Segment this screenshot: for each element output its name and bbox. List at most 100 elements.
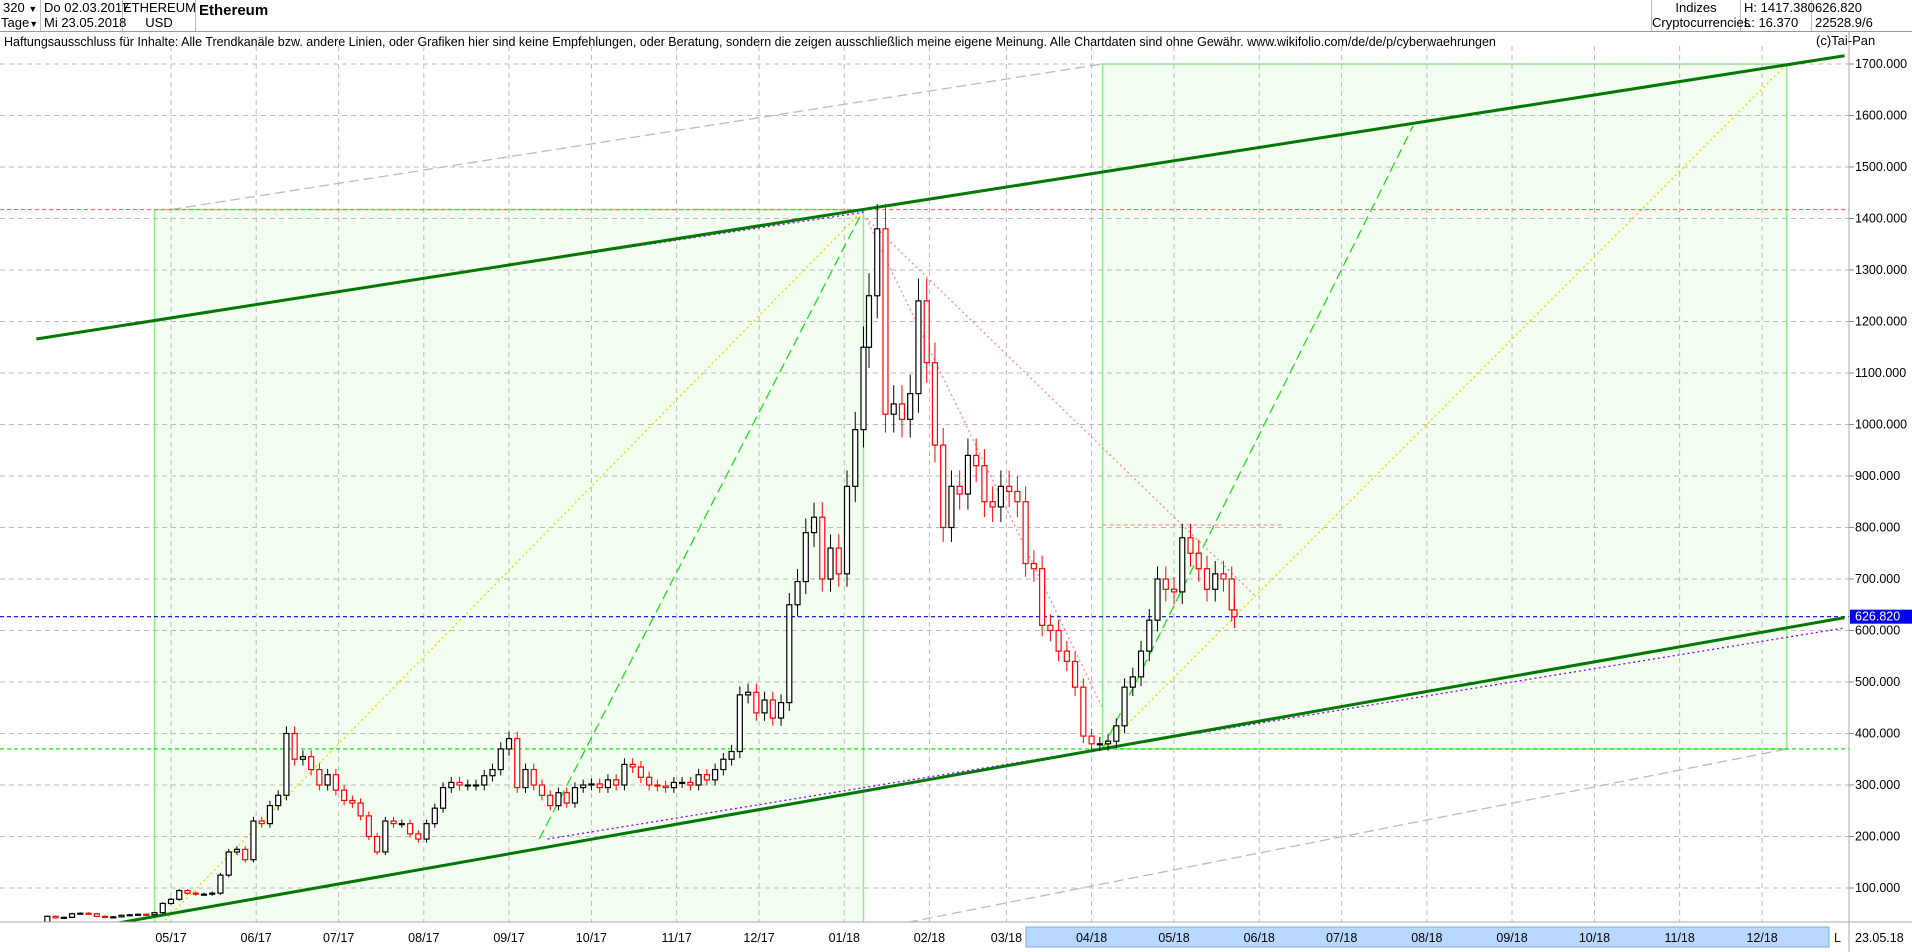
period-unit-dropdown[interactable]: Tage▼ <box>1 15 38 32</box>
dotted-trend-line <box>1102 63 1788 750</box>
period-value-dropdown[interactable]: 320 ▼ <box>3 0 37 17</box>
trend-channel-line <box>36 54 1845 341</box>
x-tick-label: 03/18 <box>991 931 1022 945</box>
candle-up <box>431 807 438 825</box>
candle-up <box>852 429 859 487</box>
candle-up <box>827 547 834 580</box>
last-value: 626.820 <box>1815 0 1862 15</box>
y-tick-label: 1600.000 <box>1855 109 1907 123</box>
dotted-trend-line <box>547 627 1845 840</box>
candle-down <box>769 699 776 719</box>
candle-down <box>308 756 315 771</box>
chevron-down-icon: ▼ <box>28 4 38 14</box>
credit-text: (c)Tai-Pan <box>1816 33 1876 48</box>
chart-header: 320 ▼ Tage▼ Do 02.03.2017 Mi 23.05.2018 … <box>0 0 1912 32</box>
candle-up <box>1104 740 1112 745</box>
candle-up <box>1146 619 1153 652</box>
candle-down <box>390 820 397 825</box>
candle-down <box>882 228 889 415</box>
y-tick-label: 1500.000 <box>1855 160 1907 174</box>
x-tick-label: 06/17 <box>241 931 272 945</box>
candle-up <box>77 912 84 915</box>
candle-up <box>736 694 743 753</box>
candle-up <box>1154 578 1161 621</box>
candle-up <box>481 775 488 786</box>
candle-down <box>1228 578 1235 611</box>
candle-up <box>695 774 702 786</box>
chevron-down-icon: ▼ <box>29 19 39 29</box>
high-low-cell: H: 1417.380 L: 16.370 <box>1741 0 1815 31</box>
candle-up <box>810 516 818 534</box>
candle-down <box>629 763 636 768</box>
y-tick-label: 1400.000 <box>1855 212 1907 226</box>
disclaimer-text: Haftungsausschluss für Inhalte: Alle Tre… <box>4 35 1496 49</box>
candle-up <box>1113 725 1120 742</box>
candle-up <box>382 820 389 853</box>
candle-up <box>275 794 282 807</box>
candle-down <box>898 403 906 420</box>
candle-up <box>200 893 208 896</box>
candle-up <box>176 889 183 900</box>
y-tick-label: 1200.000 <box>1855 315 1907 329</box>
candle-down <box>981 465 988 503</box>
y-tick-label: 1000.000 <box>1855 418 1907 432</box>
candle-down <box>923 300 930 364</box>
candle-up <box>1179 537 1186 593</box>
candle-down <box>1055 629 1062 652</box>
candle-down <box>1022 501 1029 565</box>
candle-up <box>4 931 9 932</box>
title-cell: Ethereum <box>196 0 1652 31</box>
x-tick-label: 09/17 <box>493 931 524 945</box>
timeline-scroll-range[interactable] <box>1025 926 1830 948</box>
x-tick-label: 12/18 <box>1746 931 1777 945</box>
candle-down <box>563 792 570 804</box>
candle-down <box>1231 609 1238 618</box>
dashed-trend-line <box>906 748 1787 922</box>
x-tick-label: 11/17 <box>661 931 691 945</box>
candle-down <box>242 848 249 861</box>
candle-up <box>621 763 628 786</box>
candle-down <box>1162 578 1169 590</box>
y-tick-label: 600.000 <box>1855 624 1900 638</box>
candle-down <box>1063 650 1070 662</box>
last-price-badge <box>1850 609 1912 624</box>
candle-up <box>712 768 719 781</box>
candle-down <box>20 930 25 931</box>
candle-up <box>786 604 793 704</box>
candle-down <box>940 444 947 529</box>
candle-up <box>28 928 33 931</box>
plot-area <box>0 46 1849 932</box>
y-tick-label: 1100.000 <box>1855 366 1906 380</box>
x-tick-label: 07/17 <box>323 931 354 945</box>
trend-channel-line <box>115 616 1845 922</box>
candle-down <box>1039 568 1046 626</box>
candle-down <box>835 547 842 575</box>
candle-down <box>1195 552 1202 570</box>
period-unit: Tage <box>1 15 30 30</box>
symbol: ETHEREUM <box>123 0 196 15</box>
candle-down <box>1014 490 1021 503</box>
candle-up <box>794 580 801 606</box>
group-cell: Indizes Cryptocurrencies <box>1652 0 1750 31</box>
x-tick-label: 02/18 <box>914 931 945 945</box>
y-tick-label: 800.000 <box>1855 521 1900 535</box>
candle-up <box>604 779 612 789</box>
y-tick-label: 200.000 <box>1855 830 1900 844</box>
candle-up <box>497 748 504 771</box>
candle-up <box>209 892 216 895</box>
candle-up <box>670 781 677 789</box>
candle-up <box>167 898 175 905</box>
candle-down <box>1080 686 1087 737</box>
candle-up <box>110 916 117 919</box>
chart-title: Ethereum <box>199 2 269 19</box>
y-tick-label: 400.000 <box>1855 727 1900 741</box>
candle-down <box>1187 537 1194 554</box>
candle-up <box>439 786 447 809</box>
candle-up <box>865 295 873 348</box>
candle-up <box>720 758 727 771</box>
y-tick-label: 700.000 <box>1855 572 1900 586</box>
candle-down <box>52 915 59 919</box>
x-tick-label: 08/18 <box>1411 931 1442 945</box>
period-selector[interactable]: 320 ▼ Tage▼ <box>0 0 41 31</box>
